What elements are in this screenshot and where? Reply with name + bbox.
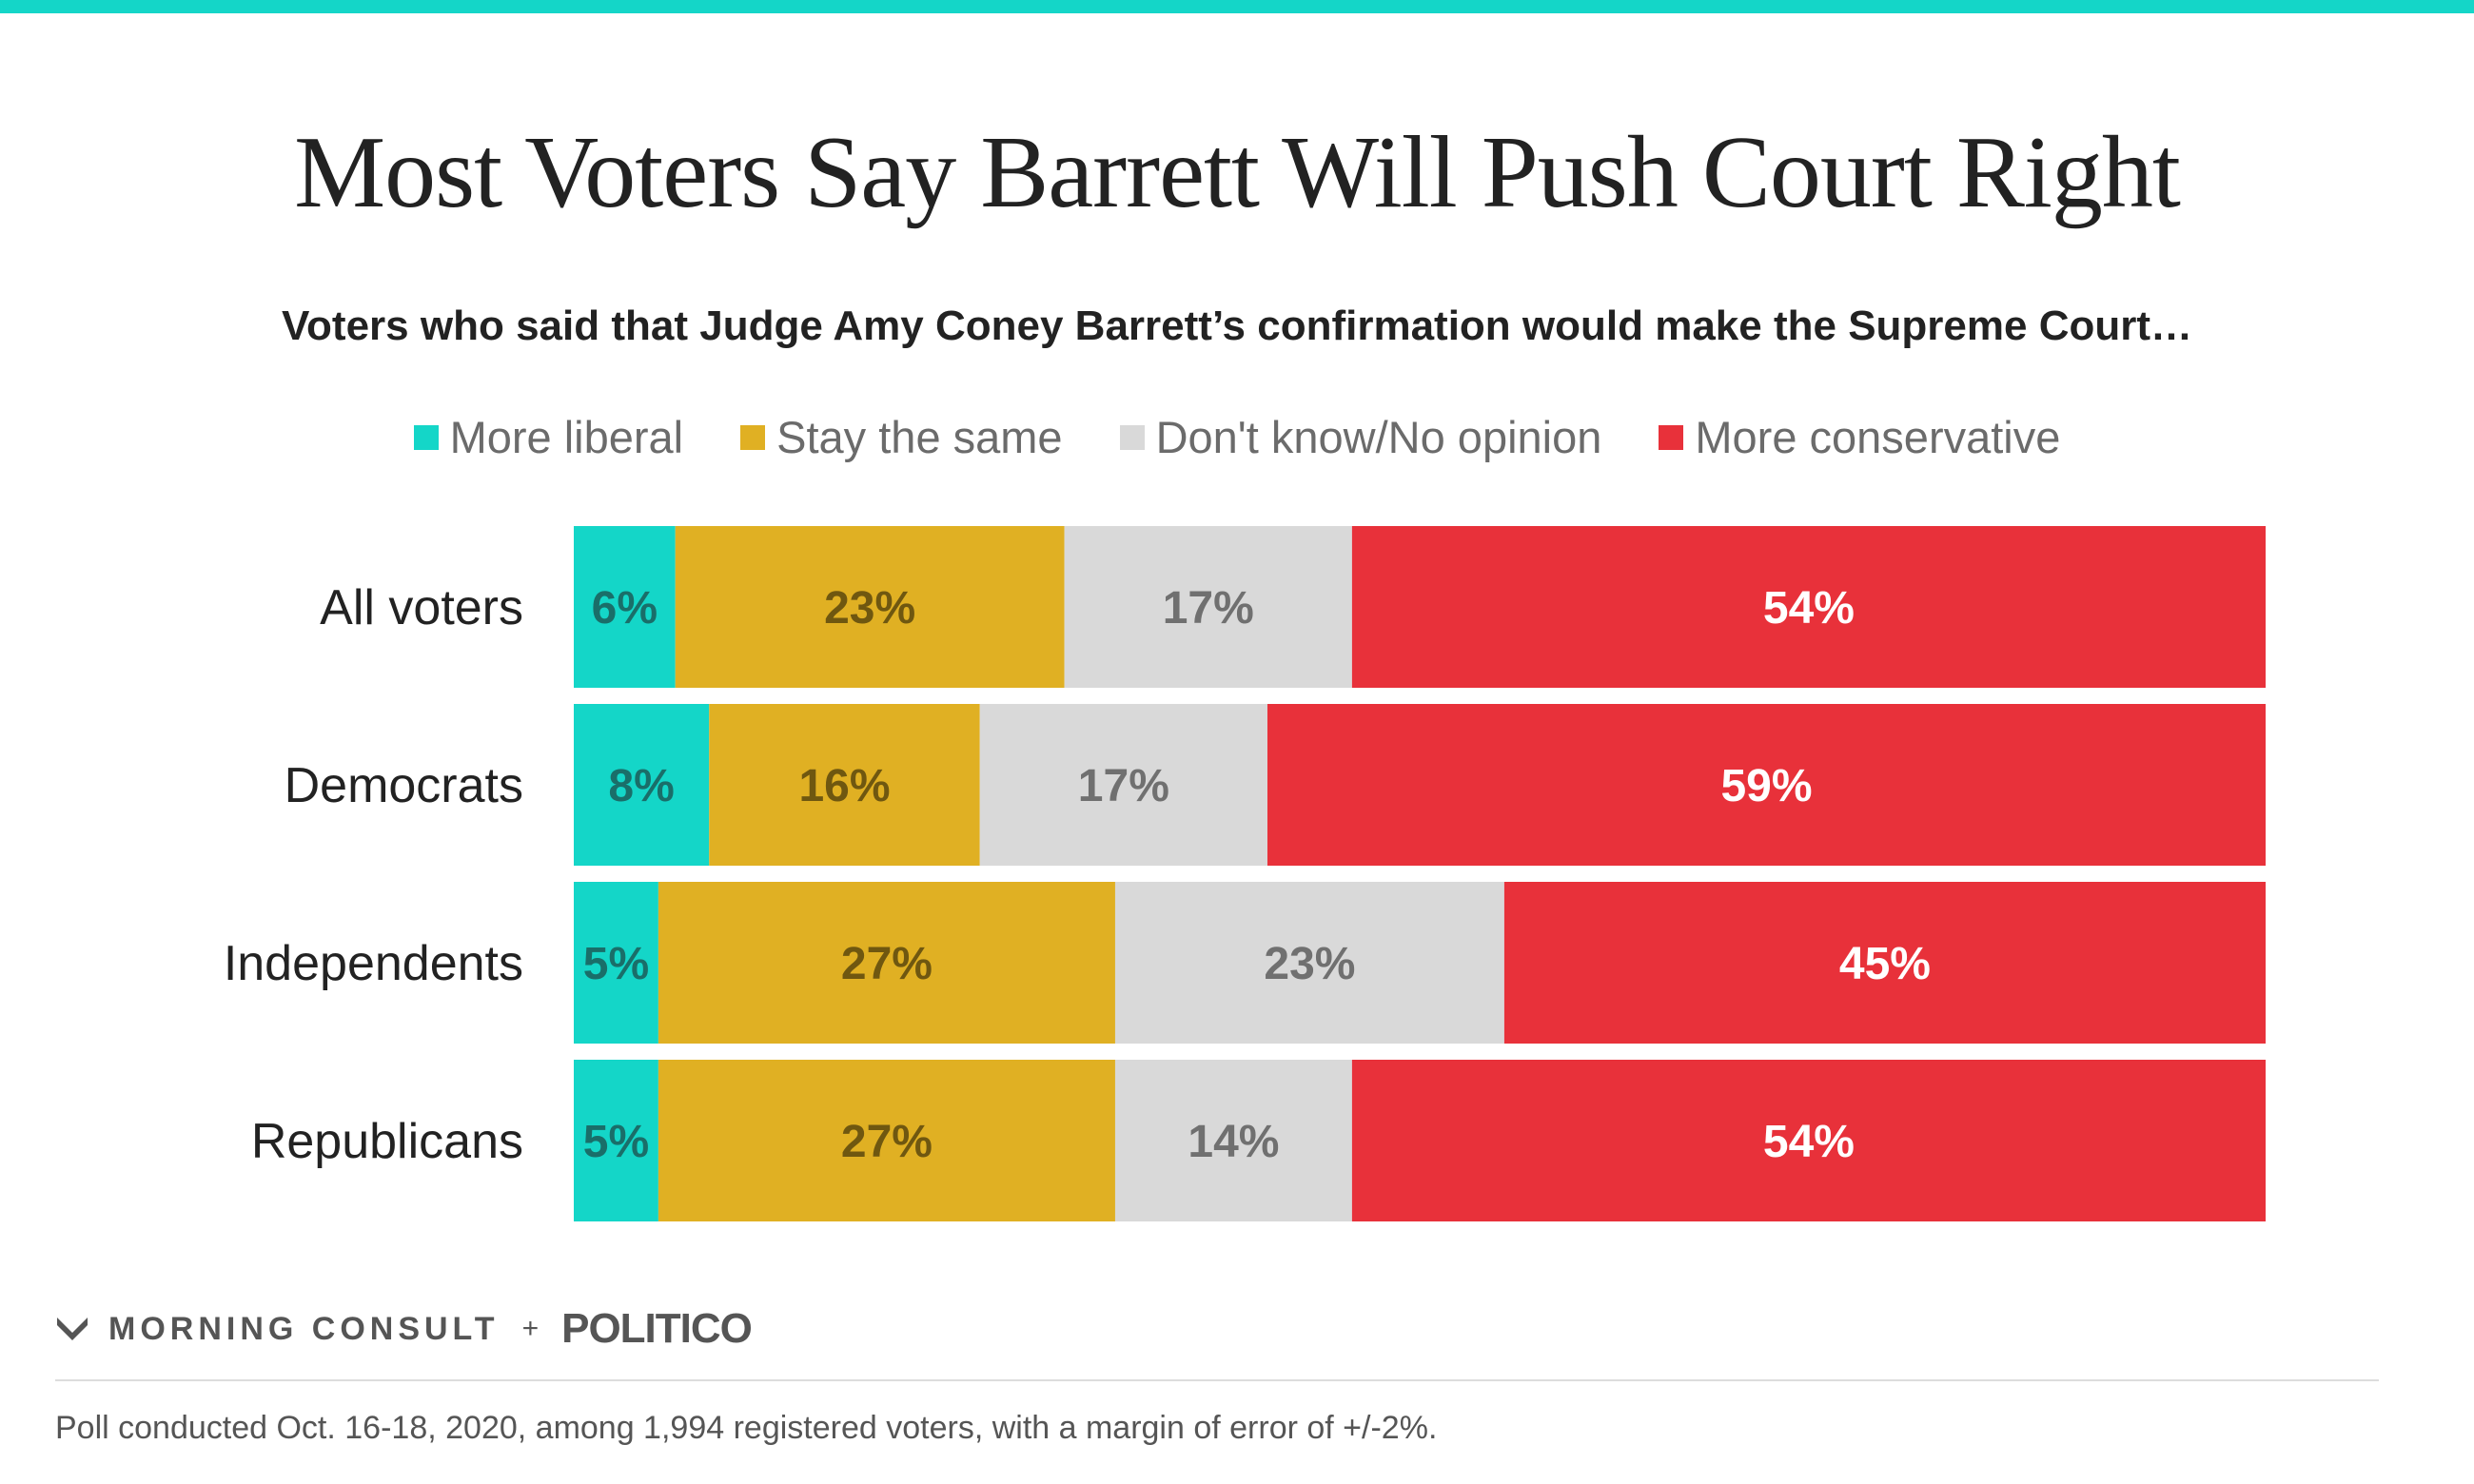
bar-segment bbox=[574, 882, 658, 1044]
bar-segment bbox=[574, 526, 676, 688]
bar-segment bbox=[1266, 704, 2266, 866]
legend-label: Stay the same bbox=[776, 412, 1063, 462]
legend-item-dont-know: Don't know/No opinion bbox=[1119, 411, 1602, 463]
legend-swatch bbox=[740, 424, 766, 450]
bar-value-label: 27% bbox=[841, 1117, 933, 1167]
branding: MORNING CONSULT + POLITICO bbox=[55, 1305, 753, 1353]
bar-segment bbox=[979, 704, 1267, 866]
bar-value-label: 14% bbox=[1188, 1117, 1279, 1167]
bar-value-label: 6% bbox=[592, 583, 658, 634]
morning-consult-logo: MORNING CONSULT bbox=[108, 1310, 500, 1347]
top-accent-rule bbox=[0, 0, 2474, 13]
bar-segment bbox=[574, 1060, 658, 1221]
bar-value-label: 54% bbox=[1763, 583, 1855, 634]
bar-value-label: 45% bbox=[1839, 939, 1931, 989]
bar-value-label: 8% bbox=[608, 761, 674, 811]
footnote: Poll conducted Oct. 16-18, 2020, among 1… bbox=[55, 1410, 1438, 1446]
bar-value-label: 23% bbox=[1264, 939, 1355, 989]
legend-label: Don't know/No opinion bbox=[1155, 412, 1602, 462]
bar-value-label: 5% bbox=[583, 939, 649, 989]
bar-value-label: 17% bbox=[1078, 761, 1169, 811]
brand-plus: + bbox=[521, 1313, 540, 1344]
bar-segment bbox=[1114, 1060, 1352, 1221]
politico-logo: POLITICO bbox=[561, 1305, 753, 1352]
bar-value-label: 23% bbox=[824, 583, 915, 634]
category-label: Republicans bbox=[251, 1114, 523, 1169]
legend-label: More liberal bbox=[449, 412, 684, 462]
legend-swatch bbox=[413, 424, 439, 450]
chart-title: Most Voters Say Barrett Will Push Court … bbox=[294, 116, 2181, 229]
legend: More liberal Stay the same Don't know/No… bbox=[0, 411, 2474, 463]
footer-divider bbox=[55, 1379, 2379, 1381]
legend-swatch bbox=[1659, 424, 1684, 450]
bar-segment bbox=[658, 882, 1115, 1044]
bar-segment bbox=[658, 1060, 1115, 1221]
chart-subtitle: Voters who said that Judge Amy Coney Bar… bbox=[281, 303, 2193, 349]
bar-segment bbox=[1503, 882, 2266, 1044]
bar-value-label: 17% bbox=[1163, 583, 1254, 634]
category-label: All voters bbox=[320, 580, 523, 635]
bar-segment bbox=[1114, 882, 1504, 1044]
legend-swatch bbox=[1119, 424, 1145, 450]
bar-segment bbox=[709, 704, 980, 866]
morning-consult-logo-icon bbox=[57, 1318, 88, 1340]
bar-value-label: 16% bbox=[798, 761, 890, 811]
legend-item-more-liberal: More liberal bbox=[413, 411, 684, 463]
bar-segment bbox=[675, 526, 1065, 688]
bar-segment bbox=[574, 704, 710, 866]
bar-value-label: 5% bbox=[583, 1117, 649, 1167]
bar-segment bbox=[1351, 526, 2266, 688]
category-label: Independents bbox=[224, 936, 523, 991]
legend-item-more-conservative: More conservative bbox=[1659, 411, 2060, 463]
bar-segment bbox=[1351, 1060, 2266, 1221]
bar-value-label: 54% bbox=[1763, 1117, 1855, 1167]
category-label: Democrats bbox=[285, 758, 523, 813]
legend-label: More conservative bbox=[1695, 412, 2061, 462]
bar-value-label: 27% bbox=[841, 939, 933, 989]
legend-item-stay-the-same: Stay the same bbox=[740, 411, 1063, 463]
bar-value-label: 59% bbox=[1720, 761, 1812, 811]
bar-segment bbox=[1064, 526, 1352, 688]
